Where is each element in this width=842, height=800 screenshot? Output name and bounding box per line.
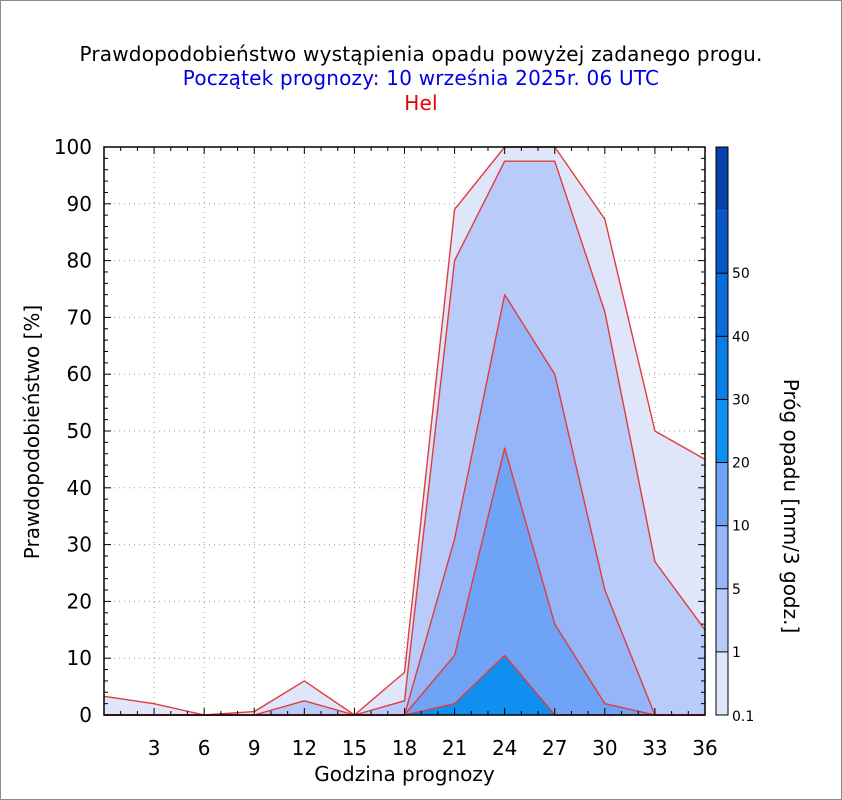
- x-axis-label: Godzina prognozy: [314, 762, 495, 786]
- x-tick-label: 18: [392, 736, 417, 760]
- colorbar-segment: [716, 588, 728, 652]
- location-label: Hel: [404, 91, 438, 115]
- chart-subtitle: Początek prognozy: 10 września 2025r. 06…: [182, 66, 660, 90]
- y-tick-label: 80: [67, 249, 92, 273]
- x-tick-label: 30: [592, 736, 617, 760]
- colorbar-segment: [716, 462, 728, 526]
- x-tick-label: 6: [198, 736, 211, 760]
- y-axis-label: Prawdopodobieństwo [%]: [20, 305, 44, 559]
- colorbar-segment: [716, 147, 728, 211]
- area-threshold-5: [104, 294, 705, 715]
- colorbar-title: Próg opadu [mm/3 godz.]: [779, 379, 803, 634]
- x-tick-label: 3: [148, 736, 161, 760]
- colorbar-segment: [716, 273, 728, 337]
- colorbar-segment: [716, 651, 728, 715]
- y-tick-label: 30: [67, 533, 92, 557]
- colorbar-tick-label: 5: [732, 582, 741, 598]
- chart-title: Prawdopodobieństwo wystąpienia opadu pow…: [79, 42, 763, 66]
- x-axis-tick-labels: 3 6 9 12 15 18 21 24 27 30 33 36: [148, 736, 718, 760]
- x-tick-label: 27: [542, 736, 567, 760]
- colorbar-tick-label: 1: [732, 645, 741, 661]
- y-tick-label: 20: [67, 589, 92, 613]
- colorbar-segment: [716, 525, 728, 589]
- colorbar-tick-label: 10: [732, 519, 750, 535]
- y-tick-label: 40: [67, 476, 92, 500]
- y-tick-label: 100: [54, 135, 92, 159]
- colorbar-labels: 0.1 1 5 10 20 30 40 50: [732, 266, 754, 725]
- colorbar-tick-label: 50: [732, 266, 750, 282]
- colorbar-tick-label: 40: [732, 329, 750, 345]
- y-tick-label: 10: [67, 646, 92, 670]
- y-tick-label: 50: [67, 419, 92, 443]
- colorbar-segment: [716, 336, 728, 400]
- x-tick-label: 21: [442, 736, 467, 760]
- colorbar-segment: [716, 210, 728, 274]
- y-tick-label: 0: [79, 703, 92, 727]
- colorbar-tick-label: 20: [732, 456, 750, 472]
- x-tick-label: 12: [292, 736, 317, 760]
- x-tick-label: 36: [692, 736, 717, 760]
- y-tick-label: 90: [67, 192, 92, 216]
- x-tick-label: 24: [492, 736, 517, 760]
- area-threshold-10: [104, 448, 705, 715]
- colorbar-segment: [716, 399, 728, 463]
- x-tick-label: 15: [342, 736, 367, 760]
- x-tick-label: 9: [248, 736, 261, 760]
- x-tick-label: 33: [642, 736, 667, 760]
- probability-areas: [104, 147, 705, 715]
- y-axis-tick-labels: 0 10 20 30 40 50 60 70 80 90 100: [54, 135, 92, 727]
- y-tick-label: 60: [67, 362, 92, 386]
- colorbar-tick-label: 0.1: [732, 709, 754, 725]
- axis-ticks: [103, 146, 706, 716]
- colorbar-tick-label: 30: [732, 392, 750, 408]
- colorbar: [715, 146, 729, 716]
- y-tick-label: 70: [67, 305, 92, 329]
